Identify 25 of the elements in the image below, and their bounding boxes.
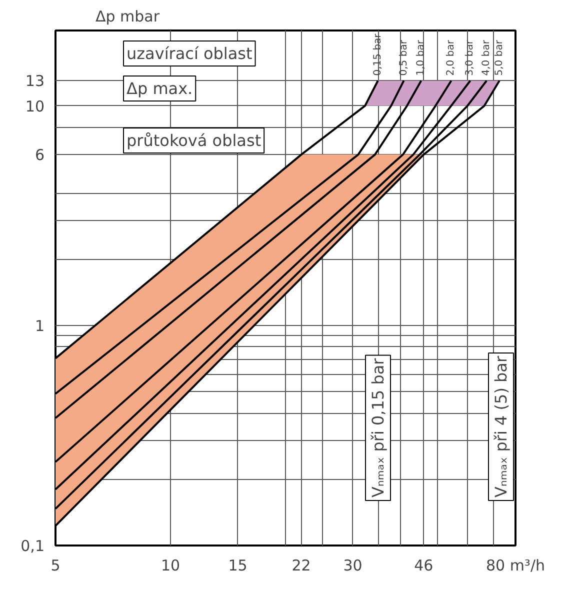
annotation: Vₙₘₐₓ při 4 (5) bar xyxy=(492,356,510,498)
text: 0,15 bar xyxy=(372,32,384,76)
text: 1,0 bar xyxy=(416,39,427,76)
x-tick-label: 46 xyxy=(414,556,434,574)
text: 2,0 bar xyxy=(446,39,457,76)
y-tick-label: 10 xyxy=(25,97,45,116)
annotation: průtoková oblast xyxy=(126,131,262,150)
y-tick-label: 13 xyxy=(25,72,45,90)
text: 0,5 bar xyxy=(398,39,410,76)
y-tick-label: 1 xyxy=(34,317,45,336)
y-tick-label: 0,1 xyxy=(20,537,45,555)
x-tick-label: 10 xyxy=(160,556,180,574)
x-tick-label: 5 xyxy=(50,556,60,574)
annotation: uzavírací oblast xyxy=(126,44,252,63)
y-axis-title: Δp mbar xyxy=(96,8,160,26)
annotation: Vₙₘₐₓ při 0,15 bar xyxy=(368,358,388,498)
text: 5,0 bar xyxy=(494,39,505,76)
text: 4,0 bar xyxy=(481,39,492,76)
x-tick-label: 80 m³/h xyxy=(486,556,546,574)
text: 3,0 bar xyxy=(464,39,476,76)
x-tick-label: 22 xyxy=(292,556,311,574)
y-tick-label: 6 xyxy=(34,146,45,164)
x-tick-label: 15 xyxy=(228,556,248,574)
x-tick-label: 30 xyxy=(343,556,362,574)
annotation: Δp max. xyxy=(126,79,193,98)
